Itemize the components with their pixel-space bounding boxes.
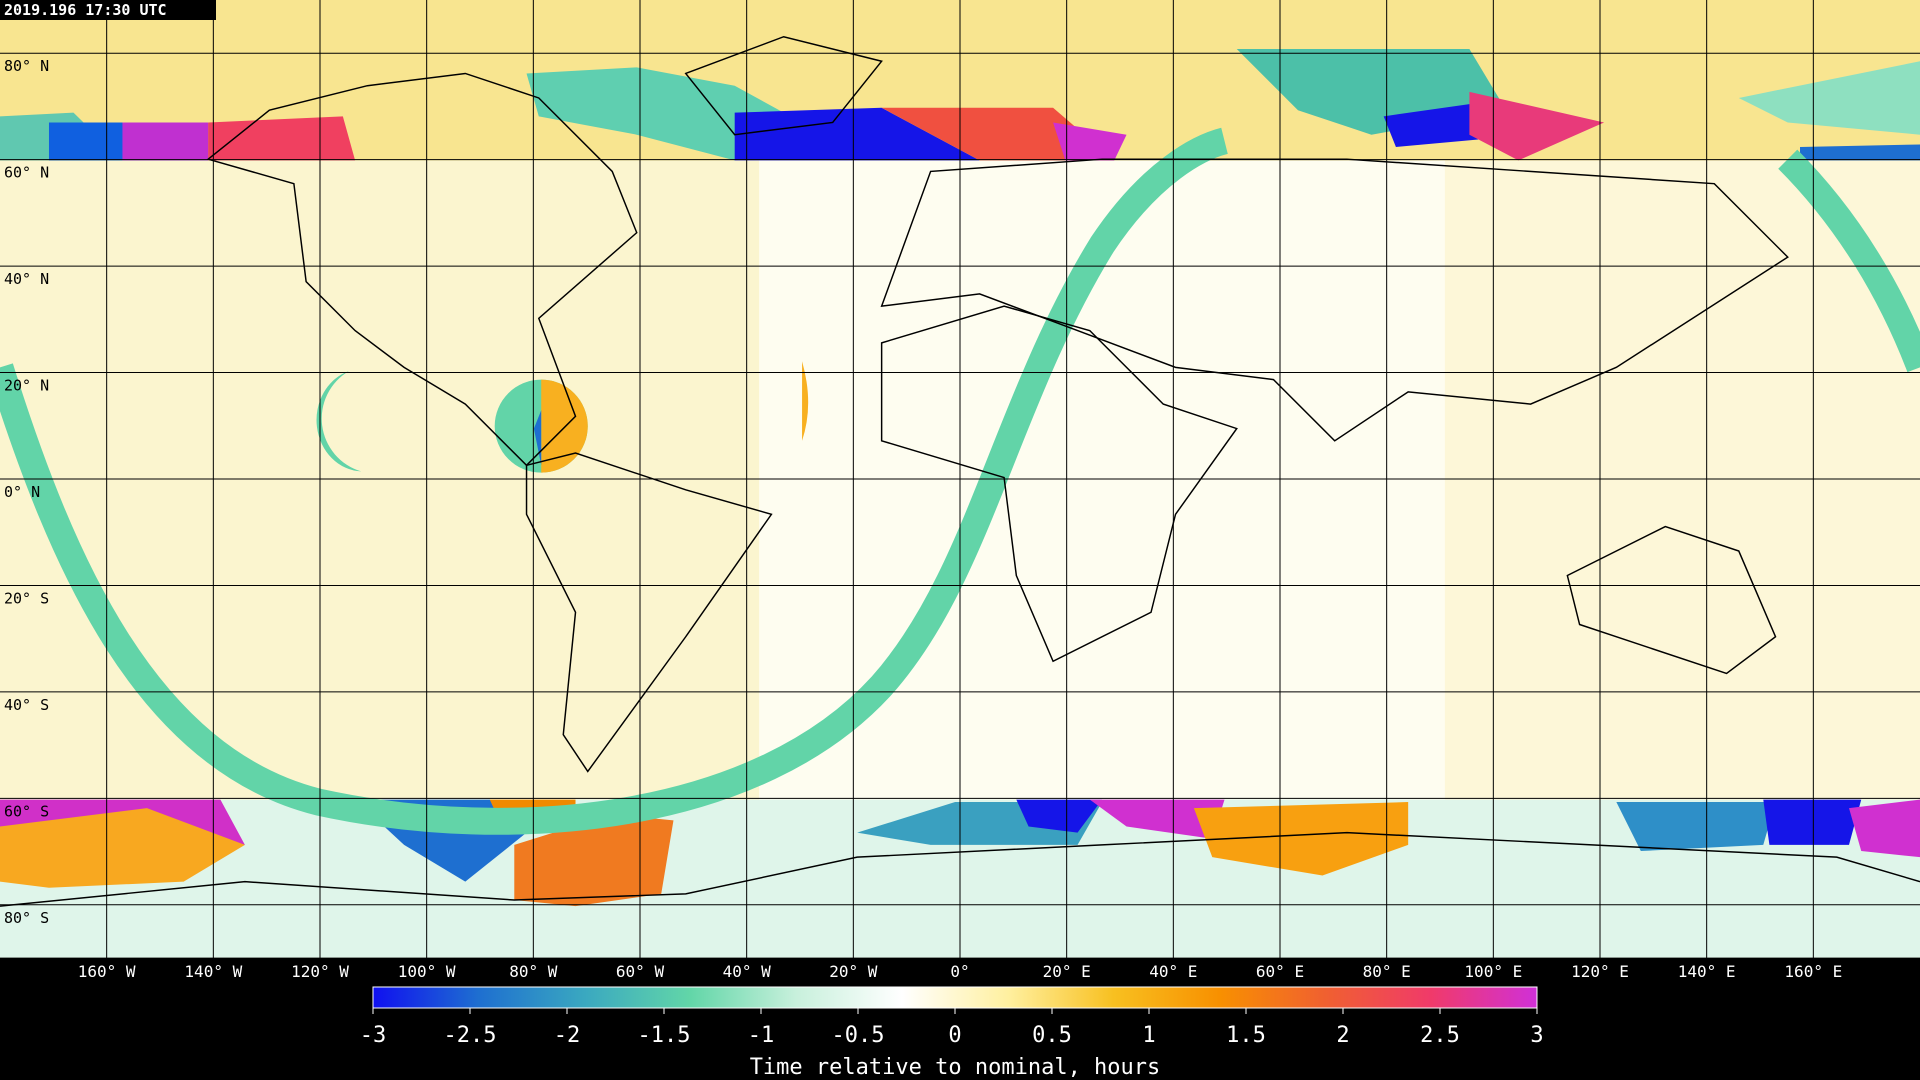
lon-label: 0° <box>950 962 969 981</box>
patch <box>541 379 588 473</box>
colorbar-tick-label: 0.5 <box>1032 1023 1072 1048</box>
lat-label: 60° S <box>4 802 49 820</box>
lon-label: 80° W <box>509 962 558 981</box>
terminator-band <box>0 127 1229 835</box>
lat-label: 40° N <box>4 270 49 288</box>
colorbar <box>372 986 1538 1009</box>
lat-label: 60° N <box>4 164 49 182</box>
patch <box>1848 799 1920 858</box>
lon-label: 40° E <box>1149 962 1197 981</box>
shade-region <box>1444 160 1920 800</box>
lat-label: 80° S <box>4 909 49 927</box>
lat-label: 20° N <box>4 377 49 395</box>
patch <box>1616 802 1776 852</box>
lon-label: 140° E <box>1678 962 1736 981</box>
colorbar-tick-label: -1 <box>748 1023 775 1048</box>
lon-label: 80° E <box>1363 962 1411 981</box>
lon-label: 20° W <box>829 962 878 981</box>
patch <box>208 116 356 161</box>
graticule: 80° N 60° N 40° N 20° N 0° N 20° S 40° S 60° S 8… <box>0 0 1920 958</box>
lon-label: 40° W <box>723 962 772 981</box>
colorbar-tick-label: -2.5 <box>444 1023 497 1048</box>
patch <box>802 361 809 441</box>
patch <box>1016 799 1103 833</box>
patch <box>1469 91 1605 161</box>
patch <box>122 122 209 161</box>
lon-label: 20° E <box>1043 962 1091 981</box>
lat-label: 40° S <box>4 696 49 714</box>
colorbar-tick-label: -3 <box>360 1023 387 1048</box>
shade-region <box>0 160 760 800</box>
colorbar-tick-label: -0.5 <box>832 1023 885 1048</box>
patch <box>734 107 980 161</box>
patch <box>1763 799 1862 845</box>
colorbar-tick-label: 1.5 <box>1226 1023 1266 1048</box>
lon-label: 120° W <box>291 962 349 981</box>
patch <box>316 371 362 472</box>
title-box <box>0 0 216 20</box>
lon-label: 100° W <box>398 962 456 981</box>
patch <box>526 67 784 161</box>
lat-label: 0° N <box>4 483 40 501</box>
timestamp: 2019.196 17:30 UTC <box>4 1 167 19</box>
lon-label: 100° E <box>1464 962 1522 981</box>
patch <box>514 814 674 907</box>
patch <box>1053 122 1127 161</box>
terminator-band <box>1778 149 1920 373</box>
lon-label: 140° W <box>184 962 242 981</box>
patch <box>0 808 245 888</box>
colorbar-tick-label: 3 <box>1530 1023 1543 1048</box>
patch <box>1089 799 1225 839</box>
patch <box>1193 802 1409 876</box>
colorbar-label: Time relative to nominal, hours <box>750 1055 1161 1080</box>
lon-label: 120° E <box>1571 962 1629 981</box>
lat-label: 80° N <box>4 57 49 75</box>
lon-label: 60° W <box>616 962 665 981</box>
lon-label: 60° E <box>1256 962 1304 981</box>
colorbar-tick-label: 1 <box>1142 1023 1155 1048</box>
patch <box>881 107 1115 161</box>
colorbar-tick-label: 2.5 <box>1420 1023 1460 1048</box>
colorbar-tick-label: -1.5 <box>638 1023 691 1048</box>
lat-label: 20° S <box>4 589 49 607</box>
patch <box>1800 144 1920 161</box>
colorbar-tick-label: -2 <box>554 1023 581 1048</box>
patch <box>1738 61 1920 135</box>
colorbar-tick-label: 0 <box>948 1023 961 1048</box>
colorbar-tick-label: 2 <box>1336 1023 1349 1048</box>
lon-label: 160° W <box>78 962 136 981</box>
lon-label: 160° E <box>1784 962 1842 981</box>
